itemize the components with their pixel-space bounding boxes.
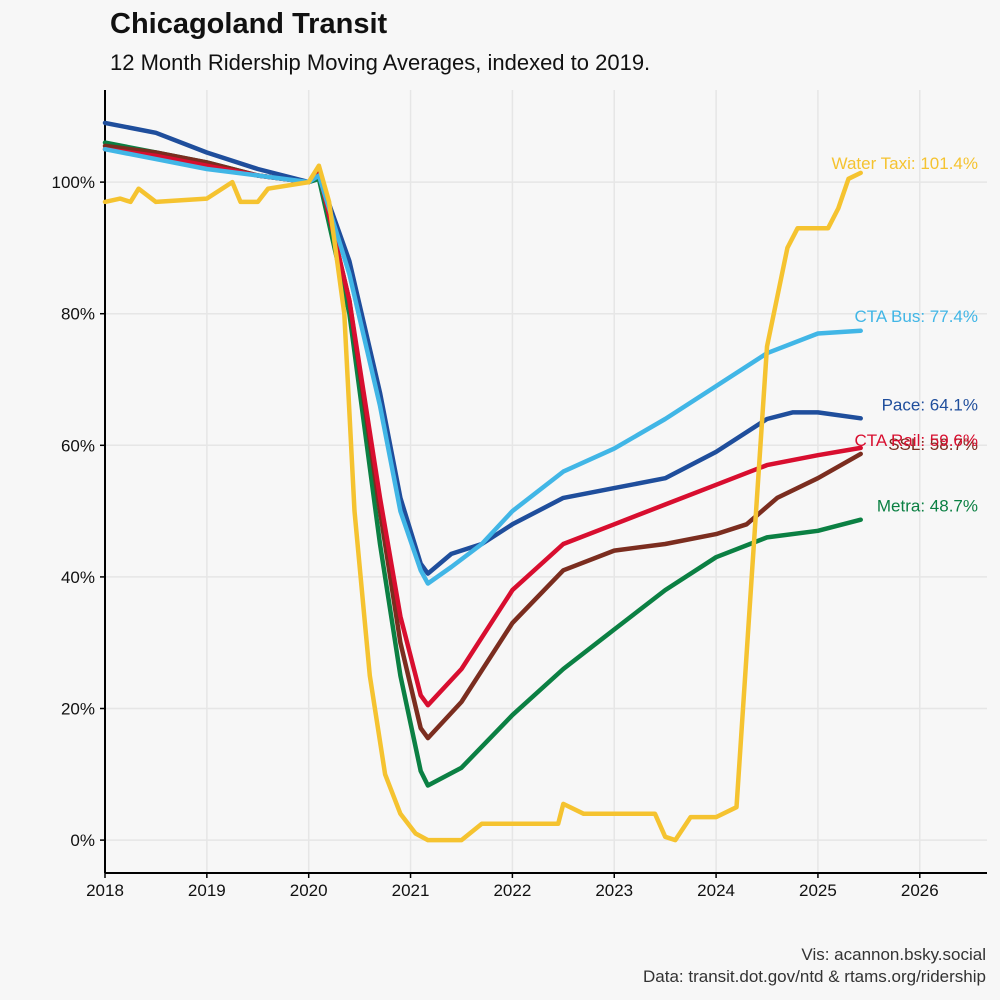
x-tick-label: 2023: [595, 881, 633, 900]
series-line-water-taxi: [102, 163, 863, 843]
series-label-cta-bus: CTA Bus: 77.4%: [855, 307, 978, 326]
y-tick-label: 60%: [61, 436, 95, 455]
chart-subtitle: 12 Month Ridership Moving Averages, inde…: [110, 50, 651, 75]
y-tick-label: 20%: [61, 700, 95, 719]
x-tick-label: 2022: [493, 881, 531, 900]
series-lines: [102, 120, 863, 843]
caption-data-source: Data: transit.dot.gov/ntd & rtams.org/ri…: [643, 967, 986, 986]
series-label-ssl: SSL: 58.7%: [888, 435, 978, 454]
chart-title: Chicagoland Transit: [110, 8, 388, 40]
axes: 2018 2019 2020 2021 2022 2023 2024 2025 2026 0% 20…: [52, 90, 987, 900]
y-tick-label: 80%: [61, 305, 95, 324]
x-tick-label: 2024: [697, 881, 735, 900]
series-label-water-taxi: Water Taxi: 101.4%: [832, 154, 978, 173]
series-line-cta-bus: [102, 146, 863, 586]
x-tick-label: 2018: [86, 881, 124, 900]
x-tick-label: 2026: [901, 881, 939, 900]
x-tick-label: 2025: [799, 881, 837, 900]
grid-lines: [104, 90, 987, 873]
caption-vis-credit: Vis: acannon.bsky.social: [801, 945, 986, 964]
series-end-labels: Metra: 48.7% SSL: 58.7%CTA Rail: 59.6% Pac…: [832, 154, 978, 516]
y-tick-label: 0%: [70, 831, 95, 850]
x-tick-label: 2021: [392, 881, 430, 900]
series-label-metra: Metra: 48.7%: [877, 497, 978, 516]
x-tick-label: 2019: [188, 881, 226, 900]
series-label-cta-rail: CTA Rail: 59.6%: [855, 431, 978, 450]
y-tick-label: 40%: [61, 568, 95, 587]
series-label-pace: Pace: 64.1%: [882, 395, 978, 414]
series-line-metra: [102, 140, 863, 788]
series-line-pace: [102, 120, 863, 576]
y-tick-label: 100%: [52, 173, 95, 192]
x-tick-label: 2020: [290, 881, 328, 900]
